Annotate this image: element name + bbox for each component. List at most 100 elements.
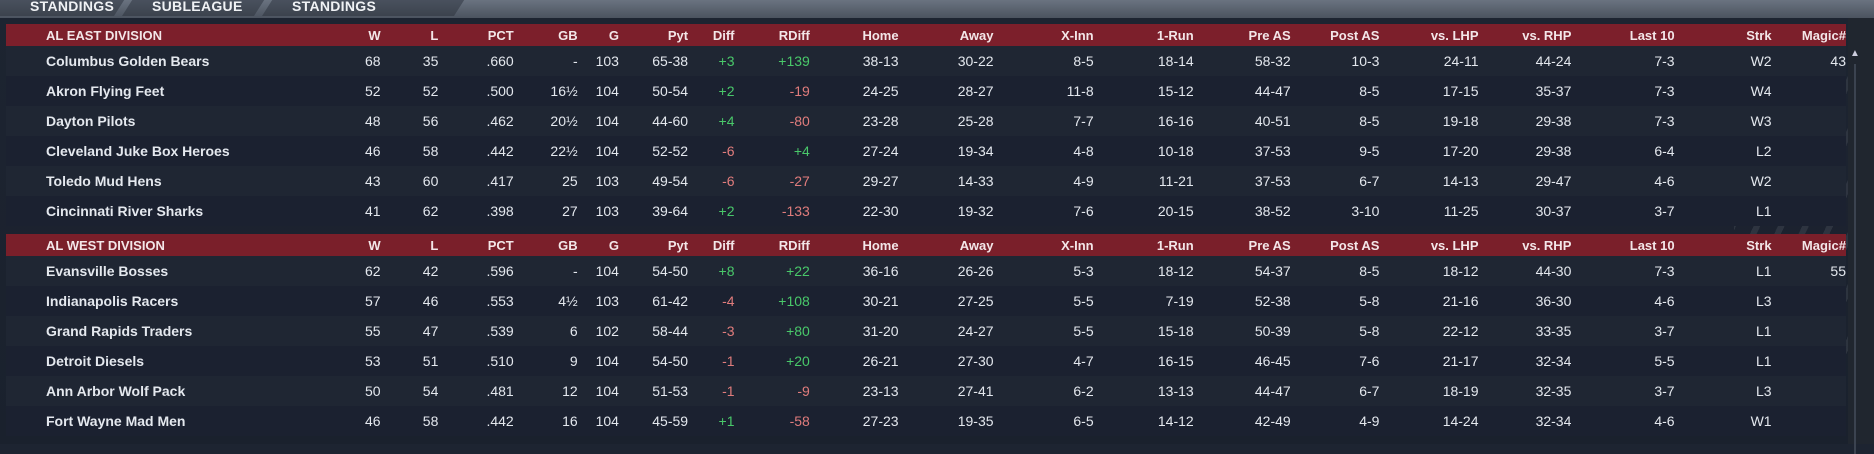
team-name[interactable]: Cincinnati River Sharks bbox=[6, 196, 352, 226]
cell-w: 46 bbox=[351, 406, 381, 436]
cell-xinn: 6-2 bbox=[993, 376, 1094, 406]
cell-diff: +1 bbox=[688, 406, 735, 436]
cell-strk: L1 bbox=[1674, 196, 1772, 226]
column-header-last-10[interactable]: Last 10 bbox=[1571, 234, 1675, 256]
column-header-l[interactable]: L bbox=[380, 24, 439, 46]
cell-xinn: 6-5 bbox=[993, 406, 1094, 436]
column-header-diff[interactable]: Diff bbox=[688, 24, 735, 46]
table-row[interactable]: Dayton Pilots 48 56.462 20½ 104 44-60 +4 -80 23-… bbox=[6, 106, 1846, 136]
table-row[interactable]: Ann Arbor Wolf Pack 50 54.481 12 104 51-53 -1-… bbox=[6, 376, 1846, 406]
team-name[interactable]: Grand Rapids Traders bbox=[6, 316, 352, 346]
column-header-l[interactable]: L bbox=[380, 234, 439, 256]
cell-pyt: 45-59 bbox=[618, 406, 689, 436]
column-header-pct[interactable]: PCT bbox=[438, 234, 514, 256]
column-header-x-inn[interactable]: X-Inn bbox=[993, 24, 1094, 46]
cell-l: 42 bbox=[380, 256, 439, 286]
cell-vslhp: 14-24 bbox=[1379, 406, 1479, 436]
table-row[interactable]: Indianapolis Racers 57 46.553 4½ 103 61-42 -4 +… bbox=[6, 286, 1846, 316]
column-header-gb[interactable]: GB bbox=[513, 24, 578, 46]
column-header-away[interactable]: Away bbox=[898, 24, 994, 46]
cell-onerun: 20-15 bbox=[1093, 196, 1194, 226]
cell-onerun: 7-19 bbox=[1093, 286, 1194, 316]
cell-vsrhp: 32-34 bbox=[1478, 346, 1572, 376]
cell-gb: 4½ bbox=[513, 286, 578, 316]
column-header-1-run[interactable]: 1-Run bbox=[1093, 24, 1194, 46]
column-header-vs-rhp[interactable]: vs. RHP bbox=[1478, 24, 1572, 46]
scrollbar-track[interactable] bbox=[1854, 64, 1856, 454]
cell-xinn: 7-6 bbox=[993, 196, 1094, 226]
table-row[interactable]: Fort Wayne Mad Men 46 58.442 16 104 45-59 +1 -5… bbox=[6, 406, 1846, 436]
cell-gb: 27 bbox=[513, 196, 578, 226]
column-header-away[interactable]: Away bbox=[898, 234, 994, 256]
tab-by-subleague[interactable]: BY SUBLEAGUE bbox=[122, 0, 268, 16]
cell-l: 51 bbox=[380, 346, 439, 376]
team-name[interactable]: Evansville Bosses bbox=[6, 256, 352, 286]
team-name[interactable]: Columbus Golden Bears bbox=[6, 46, 352, 76]
column-header-post-as[interactable]: Post AS bbox=[1290, 24, 1380, 46]
column-header-vs-rhp[interactable]: vs. RHP bbox=[1478, 234, 1572, 256]
table-row[interactable]: Akron Flying Feet 52 52.500 16½ 104 50-54 +2 -1… bbox=[6, 76, 1846, 106]
column-header-w[interactable]: W bbox=[351, 234, 381, 256]
team-name[interactable]: Indianapolis Racers bbox=[6, 286, 352, 316]
cell-diff: -1 bbox=[688, 346, 735, 376]
column-header-last-10[interactable]: Last 10 bbox=[1571, 24, 1675, 46]
chevron-up-icon[interactable]: ▲ bbox=[1850, 48, 1860, 59]
column-header-magic-[interactable]: Magic# bbox=[1771, 24, 1846, 46]
table-row[interactable]: Cincinnati River Sharks 41 62.398 27 103 39-6… bbox=[6, 196, 1846, 226]
column-header-g[interactable]: G bbox=[577, 24, 619, 46]
column-header-g[interactable]: G bbox=[577, 234, 619, 256]
cell-diff: -4 bbox=[688, 286, 735, 316]
column-header-diff[interactable]: Diff bbox=[688, 234, 735, 256]
cell-away: 25-28 bbox=[898, 106, 994, 136]
column-header-post-as[interactable]: Post AS bbox=[1290, 234, 1380, 256]
column-header-1-run[interactable]: 1-Run bbox=[1093, 234, 1194, 256]
cell-magic bbox=[1771, 316, 1846, 346]
column-header-gb[interactable]: GB bbox=[513, 234, 578, 256]
cell-w: 55 bbox=[351, 316, 381, 346]
team-name[interactable]: Fort Wayne Mad Men bbox=[6, 406, 352, 436]
column-header-x-inn[interactable]: X-Inn bbox=[993, 234, 1094, 256]
column-header-pre-as[interactable]: Pre AS bbox=[1193, 24, 1291, 46]
column-header-home[interactable]: Home bbox=[809, 24, 899, 46]
column-header-magic-[interactable]: Magic# bbox=[1771, 234, 1846, 256]
table-row[interactable]: Toledo Mud Hens 43 60.417 25 103 49-54 -6 -27 29… bbox=[6, 166, 1846, 196]
column-header-rdiff[interactable]: RDiff bbox=[734, 234, 810, 256]
team-name[interactable]: Dayton Pilots bbox=[6, 106, 352, 136]
column-header-rdiff[interactable]: RDiff bbox=[734, 24, 810, 46]
cell-l: 56 bbox=[380, 106, 439, 136]
cell-onerun: 15-18 bbox=[1093, 316, 1194, 346]
column-header-strk[interactable]: Strk bbox=[1674, 234, 1772, 256]
column-header-vs-lhp[interactable]: vs. LHP bbox=[1379, 24, 1479, 46]
column-header-w[interactable]: W bbox=[351, 24, 381, 46]
table-row[interactable]: Detroit Diesels 53 51.510 9 104 54-50 -1 +20 26-… bbox=[6, 346, 1846, 376]
table-row[interactable]: Evansville Bosses 62 42.596-104 54-50 +8 +22 3… bbox=[6, 256, 1846, 286]
team-name[interactable]: Ann Arbor Wolf Pack bbox=[6, 376, 352, 406]
cell-xinn: 5-5 bbox=[993, 316, 1094, 346]
column-header-vs-lhp[interactable]: vs. LHP bbox=[1379, 234, 1479, 256]
cell-pyt: 52-52 bbox=[618, 136, 689, 166]
team-name[interactable]: Cleveland Juke Box Heroes bbox=[6, 136, 352, 166]
column-header-pre-as[interactable]: Pre AS bbox=[1193, 234, 1291, 256]
cell-last10: 4-6 bbox=[1571, 406, 1675, 436]
cell-pyt: 54-50 bbox=[618, 346, 689, 376]
table-row[interactable]: Grand Rapids Traders 55 47.539 6 102 58-44 -3 +… bbox=[6, 316, 1846, 346]
cell-vsrhp: 32-34 bbox=[1478, 406, 1572, 436]
tab-standings[interactable]: STANDINGS bbox=[0, 0, 128, 16]
team-name[interactable]: Akron Flying Feet bbox=[6, 76, 352, 106]
column-header-pct[interactable]: PCT bbox=[438, 24, 514, 46]
column-header-strk[interactable]: Strk bbox=[1674, 24, 1772, 46]
cell-last10: 5-5 bbox=[1571, 346, 1675, 376]
cell-home: 24-25 bbox=[809, 76, 899, 106]
column-header-pyt[interactable]: Pyt bbox=[618, 24, 689, 46]
table-row[interactable]: Cleveland Juke Box Heroes 46 58.442 22½ 104 5… bbox=[6, 136, 1846, 166]
table-row[interactable]: Columbus Golden Bears 68 35.660-103 65-38 +3… bbox=[6, 46, 1846, 76]
cell-preas: 42-49 bbox=[1193, 406, 1291, 436]
scrollbar[interactable]: ▲ bbox=[1848, 18, 1874, 454]
column-header-home[interactable]: Home bbox=[809, 234, 899, 256]
tab-expanded-standings[interactable]: EXPANDED STANDINGS bbox=[262, 0, 468, 16]
column-header-pyt[interactable]: Pyt bbox=[618, 234, 689, 256]
cell-postas: 5-8 bbox=[1290, 286, 1380, 316]
team-name[interactable]: Toledo Mud Hens bbox=[6, 166, 352, 196]
cell-home: 23-28 bbox=[809, 106, 899, 136]
team-name[interactable]: Detroit Diesels bbox=[6, 346, 352, 376]
